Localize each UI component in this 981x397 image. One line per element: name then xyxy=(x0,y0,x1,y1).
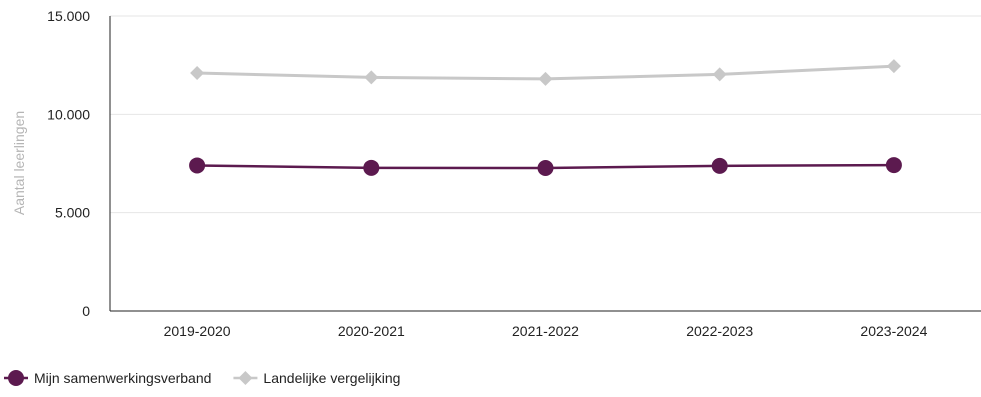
data-point[interactable] xyxy=(539,72,553,86)
y-axis-label: Aantal leerlingen xyxy=(11,111,27,215)
x-tick-label: 2020-2021 xyxy=(338,323,405,339)
x-tick-label: 2023-2024 xyxy=(860,323,927,339)
data-point[interactable] xyxy=(364,70,378,84)
series-mijn-samenwerkingsverband xyxy=(189,157,902,176)
y-tick-label: 10.000 xyxy=(47,106,90,122)
series xyxy=(189,59,902,176)
x-tick-labels: 2019-2020 2020-2021 2021-2022 2022-2023 2023… xyxy=(164,323,928,339)
legend-marker xyxy=(238,371,252,385)
data-point[interactable] xyxy=(363,160,379,176)
data-point[interactable] xyxy=(189,157,205,173)
x-tick-label: 2021-2022 xyxy=(512,323,579,339)
y-tick-labels: 0 5.000 10.000 15.000 xyxy=(47,8,90,319)
legend-label: Mijn samenwerkingsverband xyxy=(34,370,211,386)
y-tick-label: 15.000 xyxy=(47,8,90,24)
legend-label: Landelijke vergelijking xyxy=(263,370,400,386)
series-landelijke-vergelijking xyxy=(190,59,901,86)
y-tick-label: 0 xyxy=(82,303,90,319)
data-point[interactable] xyxy=(713,67,727,81)
data-point[interactable] xyxy=(887,59,901,73)
gridlines xyxy=(110,16,981,213)
data-point[interactable] xyxy=(538,160,554,176)
data-point[interactable] xyxy=(886,157,902,173)
legend-item[interactable]: Landelijke vergelijking xyxy=(233,370,400,386)
x-tick-label: 2019-2020 xyxy=(164,323,231,339)
data-point[interactable] xyxy=(190,66,204,80)
legend[interactable]: Mijn samenwerkingsverband Landelijke verg… xyxy=(4,370,400,386)
legend-marker xyxy=(8,370,24,386)
legend-item[interactable]: Mijn samenwerkingsverband xyxy=(4,370,211,386)
data-point[interactable] xyxy=(712,158,728,174)
y-tick-label: 5.000 xyxy=(55,205,90,221)
x-tick-label: 2022-2023 xyxy=(686,323,753,339)
